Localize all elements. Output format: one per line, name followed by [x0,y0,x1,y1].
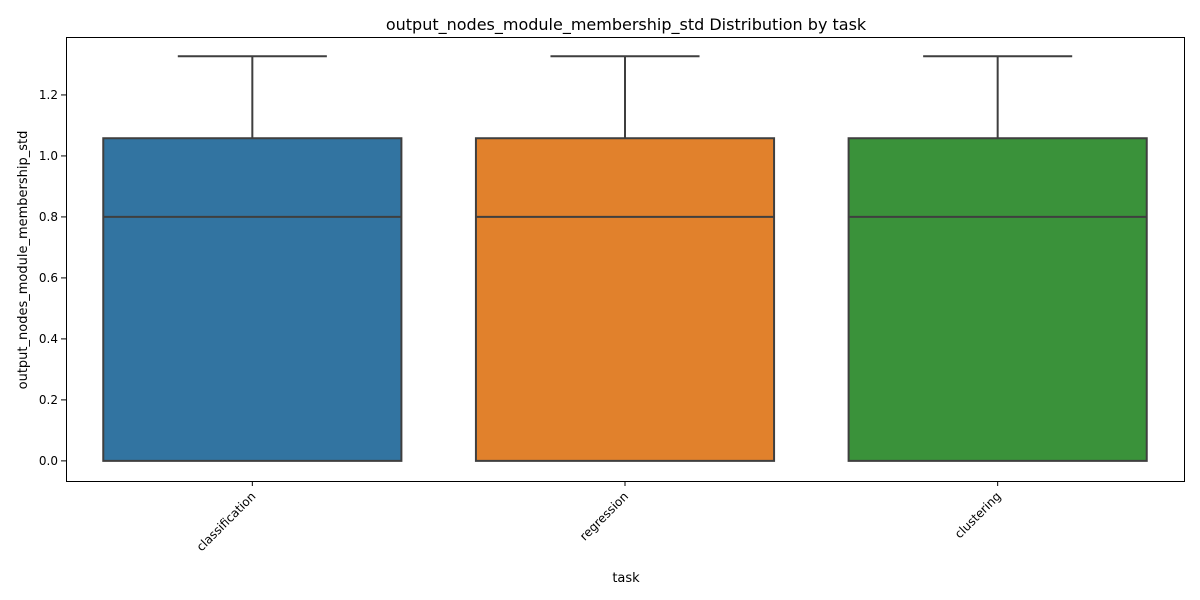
y-tick-label: 1.0 [39,149,58,163]
x-tick-label: regression [577,489,631,543]
box-clustering [847,137,1148,462]
y-tick-label: 0.8 [39,210,58,224]
x-tick-label: classification [194,489,259,554]
plot-area [102,55,1148,462]
y-tick-label: 1.2 [39,88,58,102]
x-tick-label: clustering [952,489,1004,541]
y-tick-label: 0.6 [39,271,58,285]
y-tick-label: 0.4 [39,332,58,346]
y-tick-label: 0.2 [39,393,58,407]
chart-title: output_nodes_module_membership_std Distr… [386,15,867,35]
box-classification [102,137,403,462]
box-regression [474,137,776,462]
y-axis-label: output_nodes_module_membership_std [16,131,31,390]
x-axis-label: task [612,571,640,586]
y-tick-label: 0.0 [39,454,58,468]
